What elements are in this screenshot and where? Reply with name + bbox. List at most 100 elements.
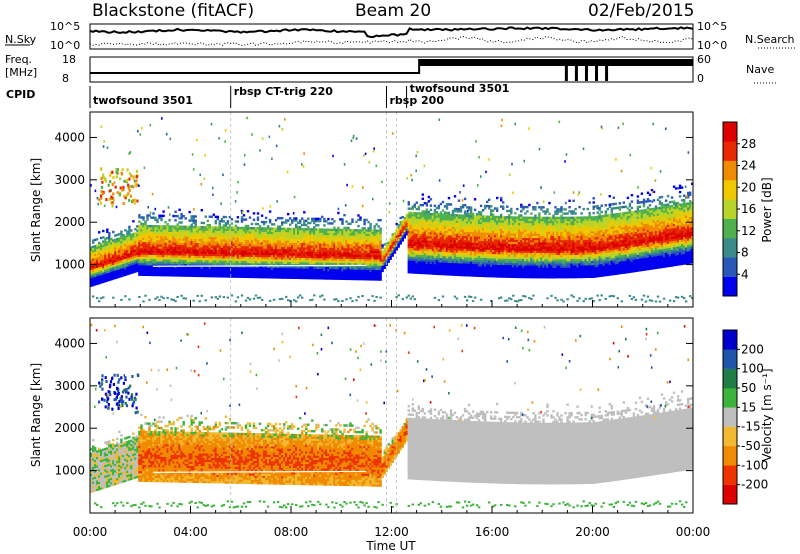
- power-cell: [367, 267, 370, 270]
- power-cell: [283, 246, 286, 250]
- power-cell: [429, 221, 433, 224]
- power-cell: [176, 246, 179, 250]
- power-cell: [375, 235, 378, 239]
- power-cell: [178, 225, 181, 228]
- power-cell: [144, 260, 147, 264]
- power-cell: [429, 261, 433, 264]
- power-cell: [293, 242, 296, 246]
- power-cell: [411, 260, 414, 263]
- power-cell: [427, 250, 431, 254]
- power-cell: [146, 265, 149, 268]
- power-cell: [409, 245, 412, 249]
- power-cell: [451, 248, 455, 251]
- power-cell: [254, 269, 258, 272]
- power-cell: [174, 210, 177, 213]
- nsearch-tick-bottom: 10^0: [697, 39, 727, 52]
- power-cell: [212, 213, 215, 216]
- power-cell: [196, 259, 199, 263]
- power-cell: [170, 274, 173, 277]
- power-cell: [287, 219, 290, 222]
- power-cell: [234, 252, 238, 255]
- power-ground: [230, 294, 234, 297]
- power-cell: [425, 265, 429, 269]
- power-cell: [152, 216, 155, 219]
- power-cell: [473, 261, 477, 265]
- power-cell: [200, 247, 203, 250]
- power-cell: [437, 226, 441, 229]
- power-cell: [106, 256, 109, 259]
- power-cell: [152, 242, 155, 245]
- power-cell: [270, 265, 274, 268]
- power-cell: [176, 257, 179, 260]
- power-cell: [208, 257, 211, 261]
- power-cell: [242, 226, 246, 230]
- power-cell: [134, 238, 137, 241]
- power-cell: [238, 231, 242, 234]
- power-cell: [283, 229, 286, 233]
- power-cell: [433, 238, 437, 241]
- power-cell: [106, 277, 109, 280]
- power-cell: [200, 232, 203, 235]
- power-cell: [206, 262, 209, 265]
- power-cell: [469, 212, 473, 216]
- power-cell: [244, 243, 248, 247]
- power-cell: [168, 263, 171, 266]
- power-cell: [411, 256, 414, 259]
- power-cell: [270, 229, 274, 232]
- power-cell: [459, 210, 463, 213]
- power-cell: [331, 258, 334, 261]
- power-cell: [166, 223, 169, 226]
- power-cell: [307, 228, 310, 231]
- power-cell: [260, 267, 264, 270]
- power-cell: [353, 258, 356, 262]
- power-cell: [311, 245, 314, 248]
- power-cell: [114, 242, 117, 246]
- power-cell: [281, 263, 284, 266]
- power-cell: [208, 215, 211, 218]
- power-cell: [419, 254, 422, 258]
- power-cell: [293, 276, 296, 279]
- power-cell: [122, 253, 125, 256]
- power-cell: [130, 248, 133, 251]
- power-cell: [375, 274, 378, 277]
- power-cell: [447, 247, 451, 251]
- power-cell: [196, 240, 199, 244]
- power-cell: [180, 246, 183, 250]
- power-cell: [118, 237, 121, 240]
- power-cell: [425, 259, 429, 262]
- power-cell: [289, 217, 292, 220]
- power-cell: [463, 250, 467, 253]
- power-cell: [114, 255, 117, 258]
- power-cell: [236, 231, 240, 234]
- power-cell: [349, 239, 352, 242]
- power-cell: [365, 275, 368, 279]
- power-cell: [132, 237, 135, 240]
- power-cell: [337, 247, 340, 251]
- power-cell: [465, 227, 469, 230]
- power-cell: [104, 256, 107, 260]
- power-cell: [421, 244, 424, 247]
- power-cell: [242, 248, 246, 251]
- power-cell: [104, 273, 107, 277]
- power-cell: [463, 212, 467, 215]
- power-cell: [268, 238, 272, 241]
- power-cell: [258, 261, 262, 264]
- power-cell: [419, 246, 422, 249]
- power-cell: [281, 265, 284, 269]
- power-cell: [266, 269, 270, 273]
- power-cell: [281, 255, 284, 258]
- power-cell: [425, 227, 429, 230]
- power-cell: [335, 260, 338, 263]
- power-cell: [218, 234, 221, 238]
- power-cell: [351, 273, 354, 276]
- power-cell: [349, 271, 352, 274]
- power-cell: [200, 255, 203, 259]
- power-cell: [216, 230, 219, 233]
- power-cell: [262, 252, 266, 256]
- power-cell: [463, 204, 467, 207]
- power-cell: [415, 239, 418, 243]
- power-cell: [194, 225, 197, 229]
- power-cell: [234, 224, 238, 227]
- power-cell: [435, 253, 439, 256]
- power-cell: [114, 266, 117, 269]
